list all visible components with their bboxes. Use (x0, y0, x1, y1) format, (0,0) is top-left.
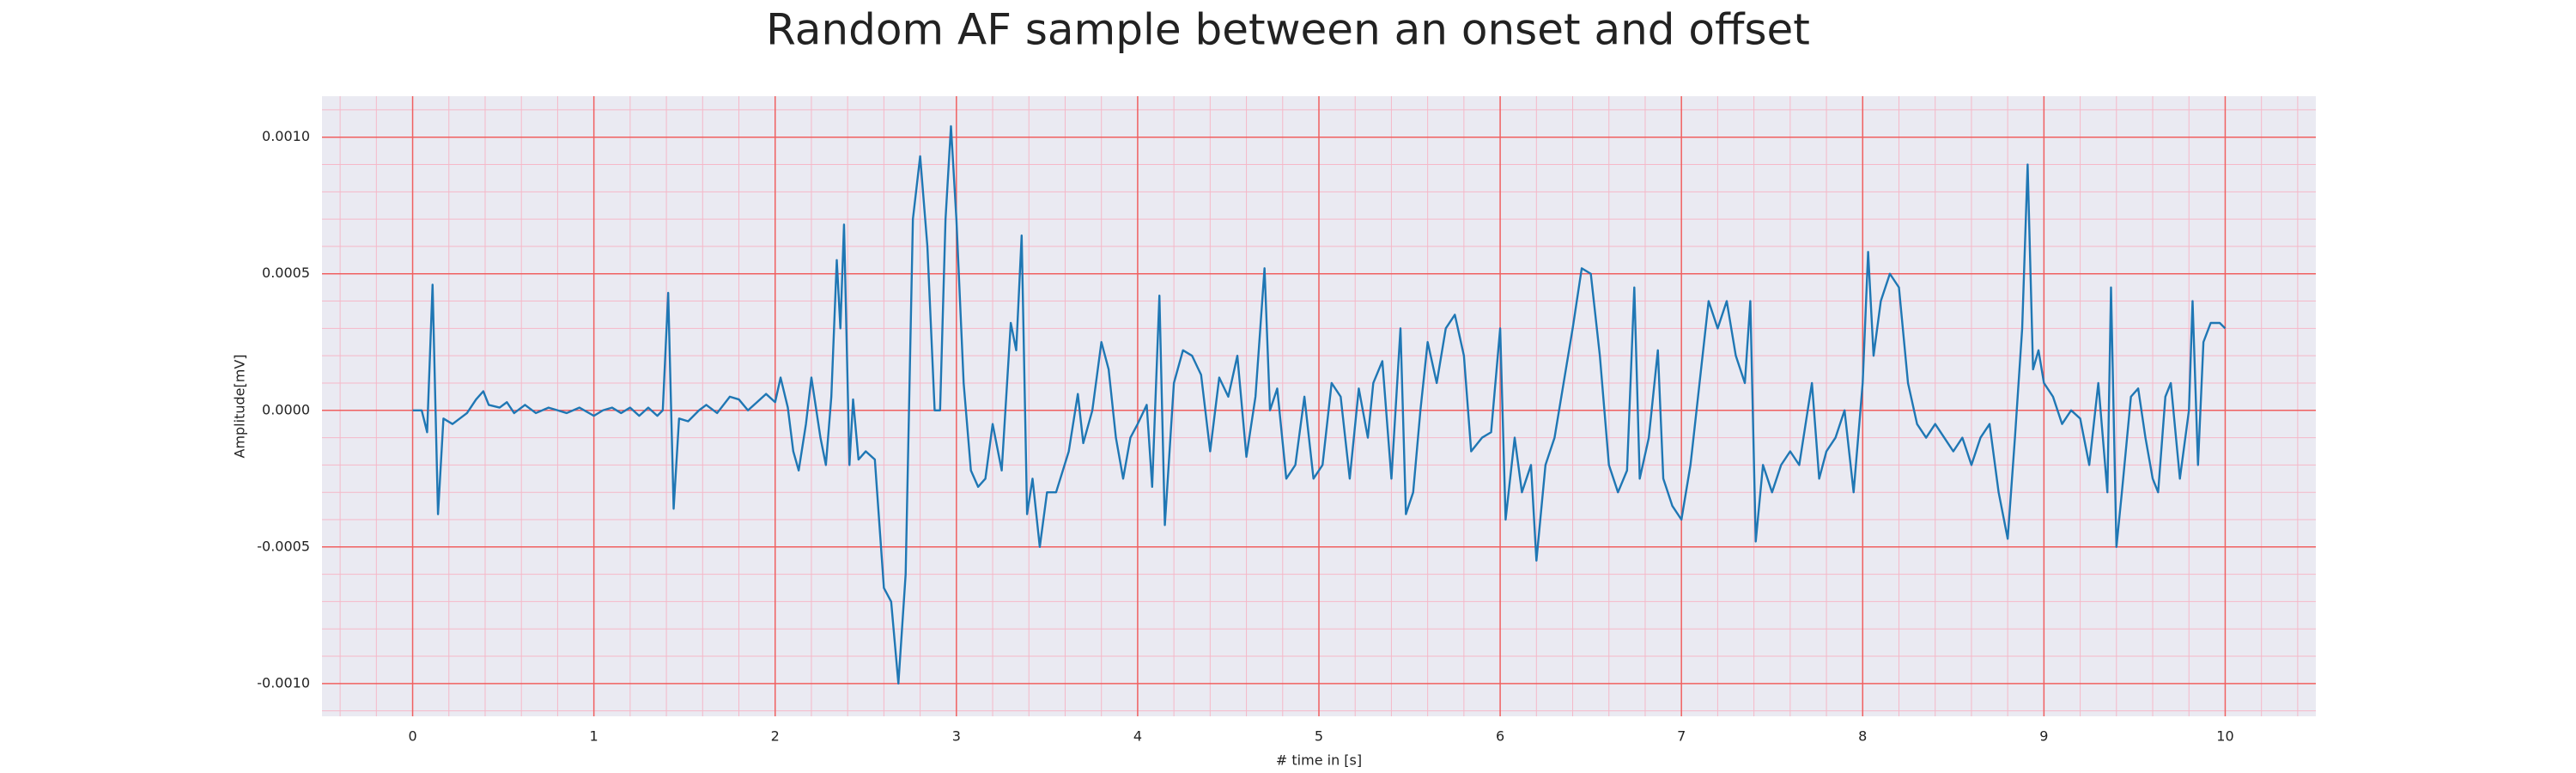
x-tick-label: 5 (1315, 728, 1323, 745)
y-tick-label: -0.0005 (257, 538, 310, 554)
x-tick-label: 4 (1133, 728, 1142, 745)
y-tick-label: 0.0000 (262, 401, 310, 417)
x-tick-label: 9 (2039, 728, 2048, 745)
x-tick-label: 10 (2216, 728, 2233, 745)
x-axis-label: # time in [s] (1276, 752, 1362, 769)
y-tick-label: 0.0005 (262, 265, 310, 281)
y-tick-label: -0.0010 (257, 674, 310, 691)
x-tick-label: 8 (1858, 728, 1867, 745)
x-tick-label: 7 (1677, 728, 1686, 745)
y-axis-label: Amplitude[mV] (232, 354, 248, 458)
x-tick-label: 0 (408, 728, 416, 745)
x-tick-label: 1 (590, 728, 598, 745)
y-tick-label: 0.0010 (262, 128, 310, 144)
signal-line (412, 125, 2227, 685)
chart-title: Random AF sample between an onset and of… (766, 5, 1810, 55)
x-tick-label: 3 (952, 728, 961, 745)
x-tick-label: 2 (771, 728, 780, 745)
x-tick-label: 6 (1496, 728, 1504, 745)
